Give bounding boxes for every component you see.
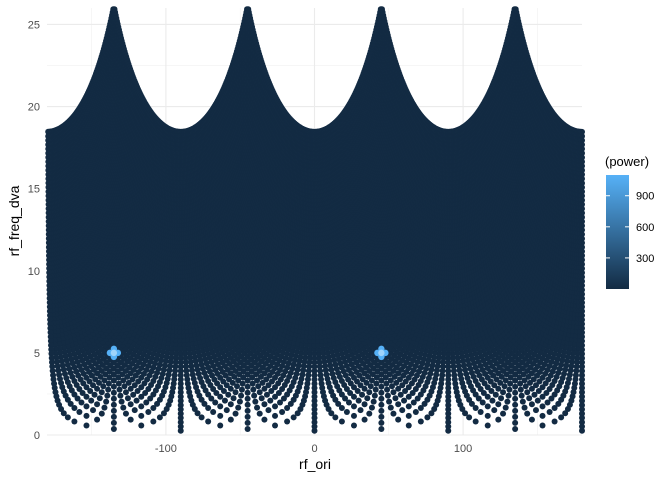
data-points [45, 6, 585, 433]
